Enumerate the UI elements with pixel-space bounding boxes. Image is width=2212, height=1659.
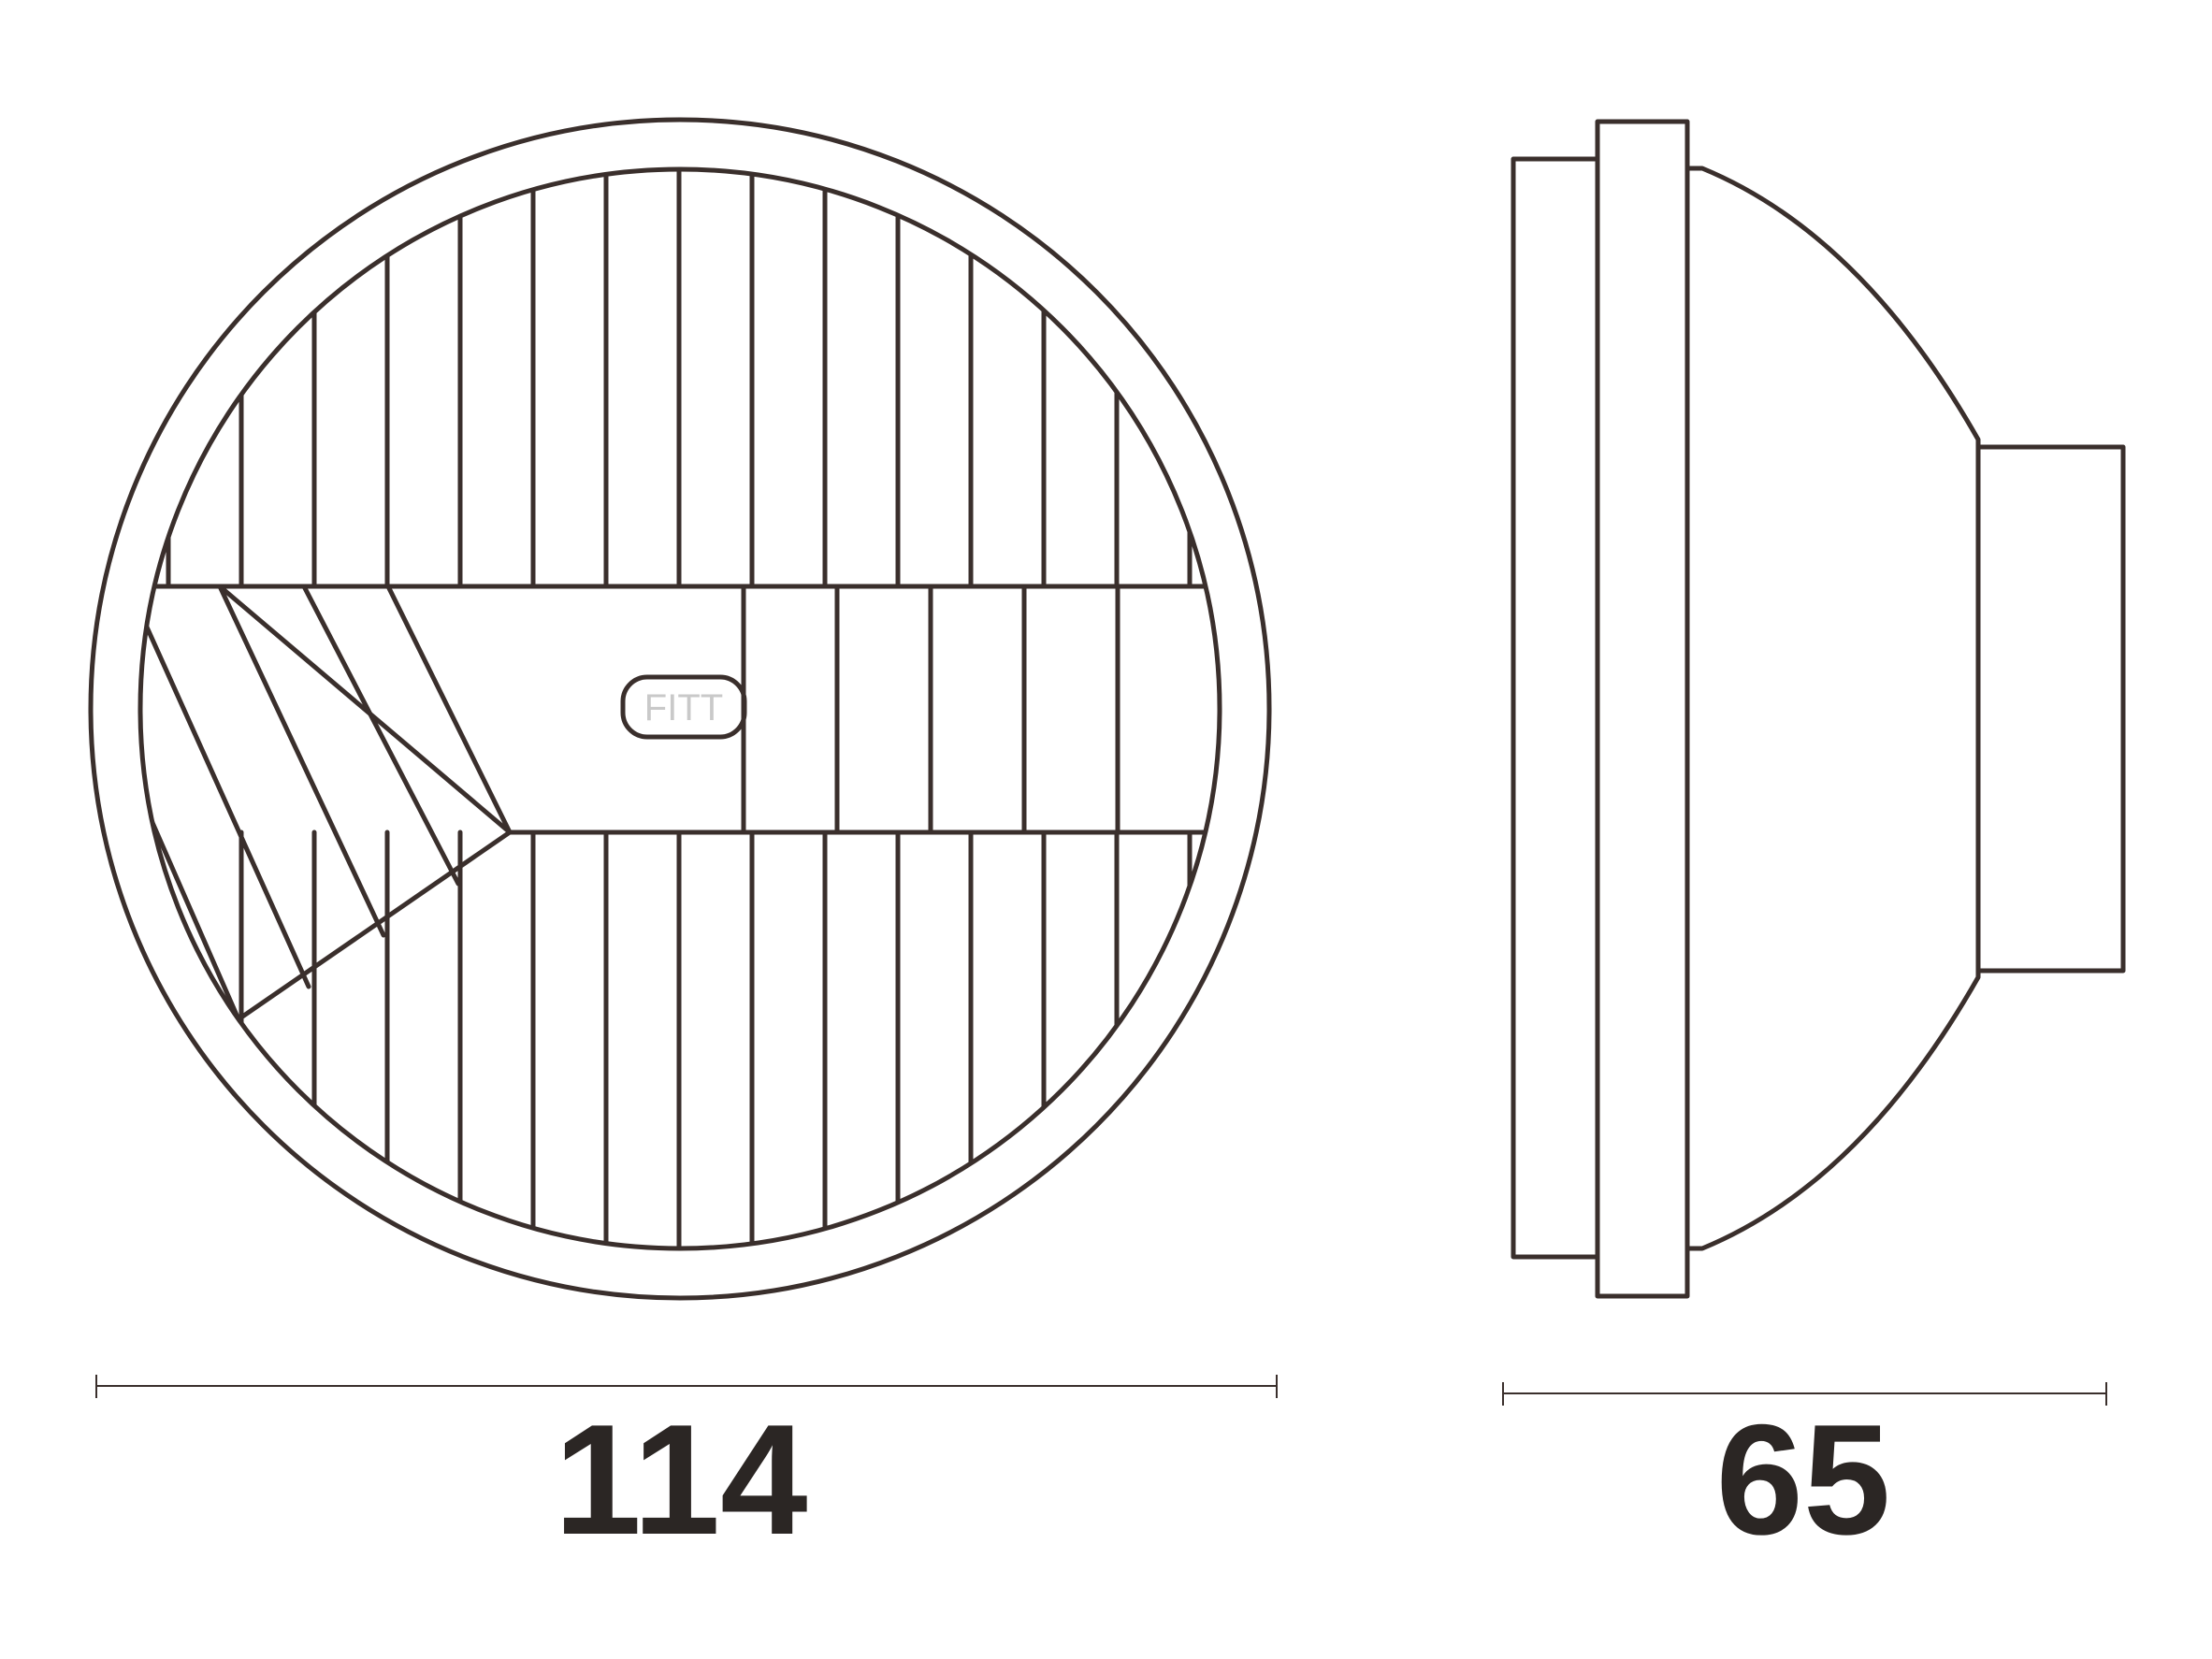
depth-label: 65 bbox=[1716, 1392, 1891, 1567]
badge-outline bbox=[620, 674, 747, 740]
wedge-stripe bbox=[140, 610, 311, 989]
reflector-body bbox=[1684, 166, 1981, 1251]
front-view: FITT bbox=[88, 117, 1272, 1301]
rim-ring bbox=[1595, 119, 1690, 1299]
wedge-stripe bbox=[301, 584, 461, 887]
outer-rim bbox=[88, 117, 1272, 1301]
lower-ribs bbox=[239, 830, 1193, 1248]
rear-socket bbox=[1975, 444, 2126, 974]
fitt-badge: FITT bbox=[620, 674, 747, 740]
depth-dimension: 65 bbox=[1502, 1382, 2107, 1567]
wedge-stripe bbox=[385, 584, 513, 835]
width-dimension: 114 bbox=[95, 1375, 1278, 1567]
width-label: 114 bbox=[554, 1392, 807, 1567]
badge-label: FITT bbox=[644, 687, 723, 729]
wedge-stripe bbox=[217, 584, 386, 938]
wedge-stripe bbox=[140, 792, 241, 1022]
side-view bbox=[1511, 119, 2126, 1299]
front-flange bbox=[1511, 156, 1600, 1260]
band-ribs bbox=[834, 584, 1120, 835]
